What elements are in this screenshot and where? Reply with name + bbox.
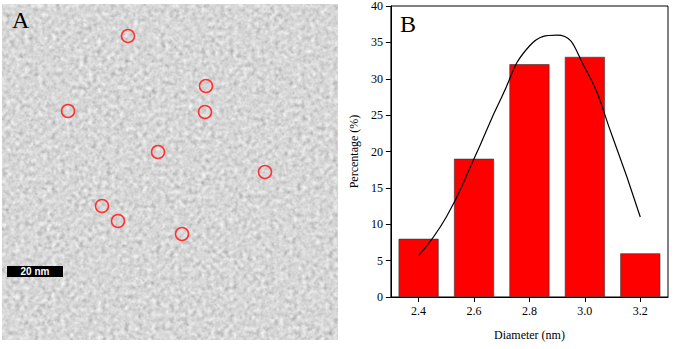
svg-text:30: 30 [371, 72, 383, 86]
svg-text:A: A [12, 7, 30, 33]
svg-text:2.6: 2.6 [467, 304, 482, 318]
svg-text:2.4: 2.4 [411, 304, 426, 318]
svg-text:40: 40 [371, 0, 383, 13]
svg-text:20: 20 [371, 145, 383, 159]
svg-text:35: 35 [371, 35, 383, 49]
svg-text:15: 15 [371, 181, 383, 195]
svg-text:3.0: 3.0 [577, 304, 592, 318]
svg-text:25: 25 [371, 108, 383, 122]
svg-text:2.8: 2.8 [522, 304, 537, 318]
svg-text:0: 0 [377, 290, 383, 304]
svg-text:20 nm: 20 nm [21, 266, 50, 277]
svg-text:3.2: 3.2 [633, 304, 648, 318]
svg-text:5: 5 [377, 254, 383, 268]
svg-text:Percentage (%): Percentage (%) [347, 115, 361, 189]
svg-text:10: 10 [371, 217, 383, 231]
svg-text:Diameter (nm): Diameter (nm) [494, 328, 565, 342]
svg-text:B: B [400, 11, 416, 37]
